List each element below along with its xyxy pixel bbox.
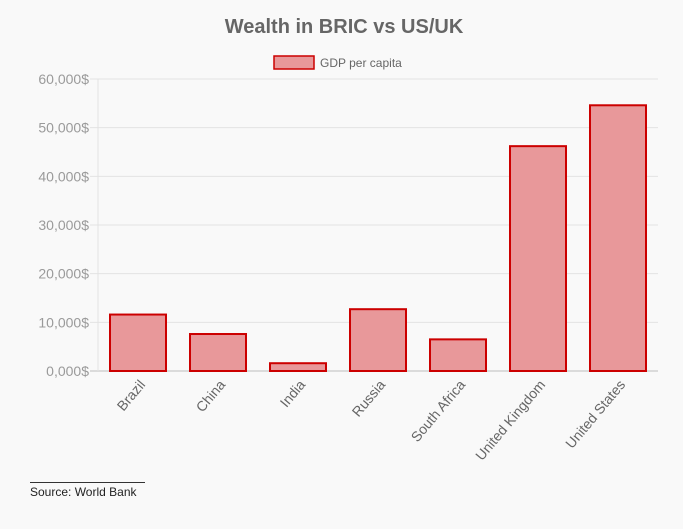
bars <box>109 104 647 373</box>
bar-china <box>189 333 247 373</box>
bar-south-africa <box>429 338 487 373</box>
y-tick-label: 50,000$ <box>38 120 89 136</box>
bar-united-kingdom <box>509 145 567 372</box>
x-tick-label: South Africa <box>408 376 469 444</box>
source-note: Source: World Bank <box>30 482 145 499</box>
y-tick-label: 40,000$ <box>38 168 89 184</box>
y-axis: 0,000$ 10,000$ 20,000$ 30,000$ 40,000$ 50,000… <box>38 71 89 379</box>
chart-title: Wealth in BRIC vs US/UK <box>225 16 464 38</box>
x-tick-label: China <box>193 376 229 414</box>
bar-united-states <box>589 104 647 372</box>
y-tick-label: 10,000$ <box>38 314 89 330</box>
y-tick-label: 20,000$ <box>38 266 89 282</box>
x-tick-label: India <box>277 376 309 410</box>
bar-russia <box>349 308 407 372</box>
x-tick-label: Brazil <box>114 377 149 414</box>
legend-label: GDP per capita <box>320 56 402 70</box>
legend-swatch <box>273 55 315 70</box>
y-tick-label: 0,000$ <box>46 363 89 379</box>
grid <box>90 78 658 372</box>
bar-chart: Wealth in BRIC vs US/UK GDP per capita 0… <box>38 16 658 463</box>
x-tick-label: Russia <box>349 376 389 419</box>
bar-brazil <box>109 313 167 372</box>
x-tick-label: United Kingdom <box>472 377 548 464</box>
bar-india <box>269 362 327 373</box>
legend: GDP per capita <box>273 55 402 70</box>
y-tick-label: 60,000$ <box>38 71 89 87</box>
x-tick-label: United States <box>562 377 628 452</box>
x-axis: Brazil China India Russia South Africa United… <box>114 376 629 463</box>
y-tick-label: 30,000$ <box>38 217 89 233</box>
